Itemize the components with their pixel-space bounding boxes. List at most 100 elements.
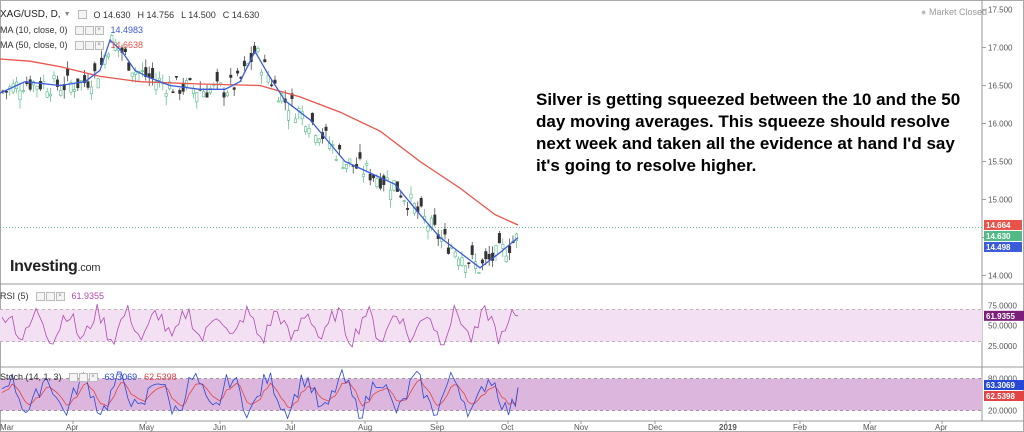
candle-body [171,91,175,94]
candle [409,186,413,205]
candle [382,173,386,192]
time-tick-label: Nov [574,423,588,432]
candle-body [110,35,114,43]
price-label-text: 14.498 [986,243,1011,252]
time-tick-label: Apr [66,423,79,432]
candle [256,46,260,54]
candle-body [154,81,158,91]
candle [338,143,342,156]
candle-body [484,251,488,260]
settings-icon[interactable] [84,40,94,50]
close-icon[interactable]: × [55,291,65,301]
chevron-down-icon[interactable]: ▼ [63,11,71,18]
candle-body [419,197,423,207]
close-icon[interactable]: × [94,25,104,35]
candle-body [263,59,267,63]
candle [494,244,498,262]
time-tick-label: Feb [793,423,807,432]
symbol-name[interactable]: XAG/USD, D, [0,9,61,20]
ma50-label[interactable]: MA (50, close, 0) [0,40,68,50]
stoch-label[interactable]: Stoch (14, 1, 3) [0,372,62,382]
candle [191,85,195,99]
rsi-tick-label: 25.0000 [988,342,1017,351]
ohlc-low: L 14.500 [181,9,216,20]
stoch-k-label: 63.3069 [986,381,1015,390]
candle [62,76,66,99]
symbol-legend: XAG/USD, D, ▼ O 14.630 H 14.756 L 14.500… [0,9,259,20]
candle [66,61,70,82]
candle-body [18,90,22,101]
candle [208,85,212,96]
candle [181,77,185,95]
candle-body [314,135,318,143]
candle [69,79,73,96]
stoch-d-box [984,391,1024,401]
candle-body [21,90,25,92]
ma10-value: 14.4983 [110,25,144,35]
candle [385,170,389,181]
brand-name: Investing [10,258,78,275]
candle [463,264,467,278]
ma50-value: 14.6638 [110,40,144,50]
candle [334,155,338,162]
candle [72,83,76,99]
rsi-label[interactable]: RSI (5) [0,291,29,301]
candle-body [225,92,229,97]
candle [446,238,450,255]
ohlc-high: H 14.756 [137,9,175,20]
candle [304,125,308,135]
candle-body [45,91,49,98]
candle-body [236,70,240,74]
candle-body [215,71,219,82]
settings-icon[interactable] [84,25,94,35]
candle-body [477,272,481,274]
hide-icon[interactable] [74,40,84,50]
candle-body [402,200,406,202]
candle [144,59,148,81]
candle [45,87,49,99]
candle-body [344,164,348,169]
candle-group [1,34,518,278]
hide-icon[interactable] [68,372,78,382]
hide-icon[interactable] [74,25,84,35]
time-tick-label: Mar [863,423,877,432]
candle-body [96,78,100,89]
price-tick-label: 17.000 [988,44,1013,53]
candle [164,89,168,106]
candle [317,138,321,147]
candle-body [164,93,168,97]
candle [49,87,53,102]
candle-body [348,158,352,163]
candle-body [35,85,39,90]
candle [389,183,393,208]
hide-icon[interactable] [77,10,87,19]
settings-icon[interactable] [78,372,88,382]
time-tick-label: Dec [648,423,662,432]
settings-icon[interactable] [45,291,55,301]
candle-body [178,90,182,94]
candle [232,86,236,96]
candle [154,72,158,95]
candle-body [304,126,308,133]
time-tick-label: Apr [935,423,948,432]
candle [287,102,291,130]
candle-body [501,243,505,249]
candle [348,158,352,167]
candle [273,75,277,85]
candle-body [324,126,328,131]
candle [307,123,311,139]
hide-icon[interactable] [35,291,45,301]
candle [487,245,491,266]
close-icon[interactable]: × [94,40,104,50]
candle-body [222,92,226,98]
candle-body [174,75,178,78]
ma10-line [0,38,519,269]
close-icon[interactable]: × [88,372,98,382]
candle [480,258,484,271]
ma10-label[interactable]: MA (10, close, 0) [0,25,68,35]
rsi-legend: RSI (5) × 61.9355 [0,291,104,301]
candle-body [375,178,379,188]
candle [229,67,233,84]
candle-body [487,253,491,260]
ohlc-close: C 14.630 [222,9,260,20]
